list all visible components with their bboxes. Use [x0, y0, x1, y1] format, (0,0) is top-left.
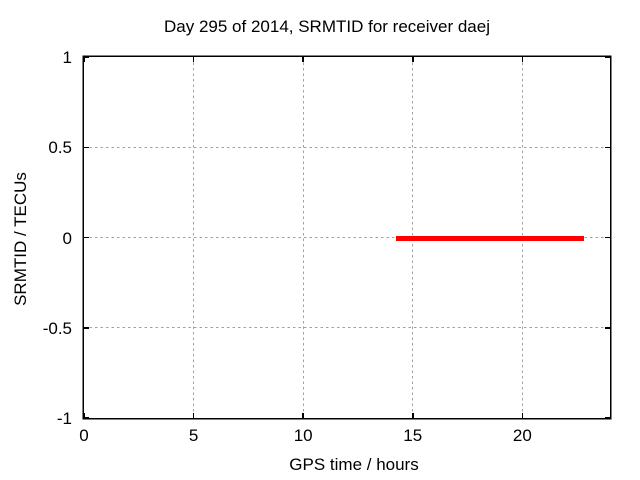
x-tick-mark-bottom [412, 413, 414, 418]
x-tick-mark-top [412, 57, 414, 62]
y-tick-mark-right [605, 236, 610, 239]
x-tick-mark-top [521, 57, 524, 62]
y-tick-mark-right [605, 417, 610, 419]
x-tick-label: 20 [512, 426, 532, 445]
x-tick-mark-bottom [192, 413, 195, 418]
x-tick-label: 0 [79, 426, 89, 445]
chart-title: Day 295 of 2014, SRMTID for receiver dae… [164, 17, 490, 36]
y-tick-mark-right [605, 56, 610, 58]
y-tick-mark-left [84, 417, 89, 419]
y-tick-mark-right [605, 146, 610, 148]
y-tick-mark-left [84, 146, 89, 148]
gridline-horizontal [84, 237, 610, 238]
y-tick-mark-left [84, 327, 89, 329]
x-tick-label: 5 [188, 426, 199, 445]
y-tick-label: 1 [62, 48, 72, 67]
x-tick-mark-top [302, 57, 304, 62]
plot-area [83, 56, 610, 419]
y-tick-label: 0.5 [48, 138, 72, 158]
gridline-horizontal [84, 327, 610, 329]
y-tick-label: -1 [56, 409, 72, 428]
x-tick-mark-bottom [302, 413, 304, 418]
y-tick-mark-right [605, 327, 610, 329]
x-tick-mark-bottom [521, 413, 524, 418]
data-series-line [396, 235, 584, 241]
gridline-horizontal [84, 146, 610, 148]
x-tick-label: 10 [293, 426, 313, 445]
x-tick-label: 15 [403, 426, 423, 445]
x-tick-mark-bottom [83, 413, 85, 418]
y-tick-label: 0 [62, 228, 72, 248]
y-tick-mark-left [84, 56, 89, 58]
y-tick-label: -0.5 [42, 318, 72, 338]
x-tick-mark-top [192, 57, 195, 62]
x-axis-label: GPS time / hours [289, 455, 419, 474]
y-tick-mark-left [84, 236, 89, 239]
x-tick-mark-top [83, 57, 85, 62]
